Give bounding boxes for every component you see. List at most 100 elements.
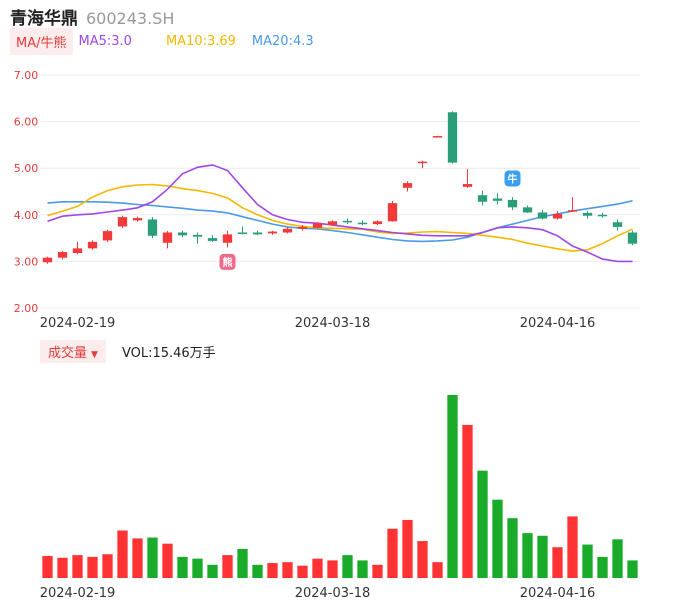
candle-body bbox=[147, 219, 158, 236]
candle bbox=[42, 256, 53, 264]
volume-legend: 成交量 ▼ VOL:15.46万手 bbox=[40, 339, 216, 363]
ma10-line bbox=[47, 183, 633, 252]
candle bbox=[612, 219, 623, 231]
candle bbox=[237, 226, 248, 235]
volume-bar bbox=[372, 564, 383, 578]
volume-bar bbox=[597, 556, 608, 578]
volume-bar bbox=[312, 558, 323, 578]
candle-body bbox=[402, 183, 413, 188]
volume-bar bbox=[162, 543, 173, 578]
x-tick-label: 2024-02-19 bbox=[40, 316, 116, 331]
candle bbox=[462, 169, 473, 188]
volume-bar bbox=[192, 558, 203, 578]
candle-body bbox=[507, 199, 518, 208]
volume-bar bbox=[297, 565, 308, 578]
candle bbox=[432, 135, 443, 138]
volume-bar bbox=[417, 541, 428, 578]
candle-body bbox=[87, 241, 98, 249]
candle-body bbox=[357, 222, 368, 225]
volume-bar bbox=[402, 519, 413, 578]
candle bbox=[177, 230, 188, 238]
volume-bar bbox=[462, 424, 473, 578]
candle bbox=[327, 220, 338, 226]
candle-body bbox=[72, 248, 83, 254]
candle bbox=[447, 111, 458, 164]
volume-value: VOL:15.46万手 bbox=[121, 345, 216, 361]
stock-name: 青海华鼎 bbox=[10, 9, 78, 29]
y-tick-label: 2.00 bbox=[14, 302, 39, 315]
x-tick-label: 2024-03-18 bbox=[295, 316, 371, 331]
y-tick-label: 3.00 bbox=[14, 255, 39, 268]
candle-body bbox=[297, 226, 308, 229]
ma5-line bbox=[47, 164, 633, 263]
volume-bar bbox=[357, 560, 368, 578]
y-tick-label: 6.00 bbox=[14, 116, 39, 129]
volume-bar bbox=[252, 564, 263, 578]
volume-indicator-selector[interactable]: 成交量 ▼ bbox=[40, 339, 106, 363]
candle-body bbox=[177, 232, 188, 236]
volume-bar bbox=[132, 538, 143, 578]
candle-body bbox=[42, 257, 53, 263]
candle-body bbox=[57, 252, 68, 258]
volume-bar bbox=[477, 470, 488, 578]
candle bbox=[162, 231, 173, 249]
volume-bar bbox=[87, 556, 98, 578]
ma5-legend: MA5:3.0 bbox=[78, 33, 132, 49]
candle bbox=[192, 232, 203, 244]
candle bbox=[132, 216, 143, 222]
candle-body bbox=[237, 232, 248, 235]
caret-down-icon: ▼ bbox=[91, 349, 98, 360]
candle-body bbox=[477, 195, 488, 202]
ma-legend: MA/牛熊 MA5:3.0 MA10:3.69 MA20:4.3 bbox=[10, 27, 314, 55]
volume-bar bbox=[237, 548, 248, 578]
candle bbox=[567, 197, 578, 213]
candle-body bbox=[327, 221, 338, 226]
volume-bar bbox=[117, 530, 128, 578]
volume-bar bbox=[72, 555, 83, 578]
candle-body bbox=[117, 217, 128, 227]
volume-x-tick-label: 2024-02-19 bbox=[40, 586, 116, 601]
candle bbox=[597, 212, 608, 218]
candle-body bbox=[192, 234, 203, 237]
candle-body bbox=[432, 136, 443, 138]
candle-body bbox=[462, 184, 473, 187]
stock-code: 600243.SH bbox=[86, 9, 175, 28]
volume-x-tick-label: 2024-04-16 bbox=[520, 586, 596, 601]
candle bbox=[372, 220, 383, 226]
volume-x-tick-label: 2024-03-18 bbox=[295, 586, 371, 601]
candle-body bbox=[267, 231, 278, 234]
ma20-line bbox=[47, 200, 633, 243]
candle bbox=[267, 230, 278, 235]
candle-body bbox=[612, 222, 623, 227]
candle-body bbox=[537, 212, 548, 219]
candle-body bbox=[282, 228, 293, 233]
candle bbox=[492, 193, 503, 205]
ma-indicator-selector[interactable]: MA/牛熊 bbox=[10, 27, 73, 55]
candle bbox=[252, 230, 263, 236]
candle bbox=[102, 229, 113, 242]
volume-bar bbox=[42, 556, 53, 578]
candle-body bbox=[387, 203, 398, 222]
candle bbox=[312, 222, 323, 229]
ma10-legend: MA10:3.69 bbox=[165, 33, 236, 49]
volume-bar bbox=[177, 556, 188, 578]
candle bbox=[537, 210, 548, 220]
candle-body bbox=[627, 232, 638, 244]
volume-bar bbox=[492, 499, 503, 578]
candle-body bbox=[417, 161, 428, 164]
marker-label: 熊 bbox=[223, 256, 233, 269]
volume-bar bbox=[507, 518, 518, 578]
candle-body bbox=[312, 223, 323, 228]
candle bbox=[87, 240, 98, 250]
candle-body bbox=[522, 207, 533, 213]
candle-body bbox=[342, 220, 353, 223]
candle bbox=[552, 211, 563, 220]
y-tick-label: 4.00 bbox=[14, 209, 39, 222]
volume-bar bbox=[582, 544, 593, 578]
volume-bar bbox=[522, 533, 533, 578]
candle bbox=[147, 217, 158, 239]
x-tick-label: 2024-04-16 bbox=[520, 316, 596, 331]
candle bbox=[507, 197, 518, 211]
bear-marker-icon: 熊 bbox=[219, 253, 236, 270]
